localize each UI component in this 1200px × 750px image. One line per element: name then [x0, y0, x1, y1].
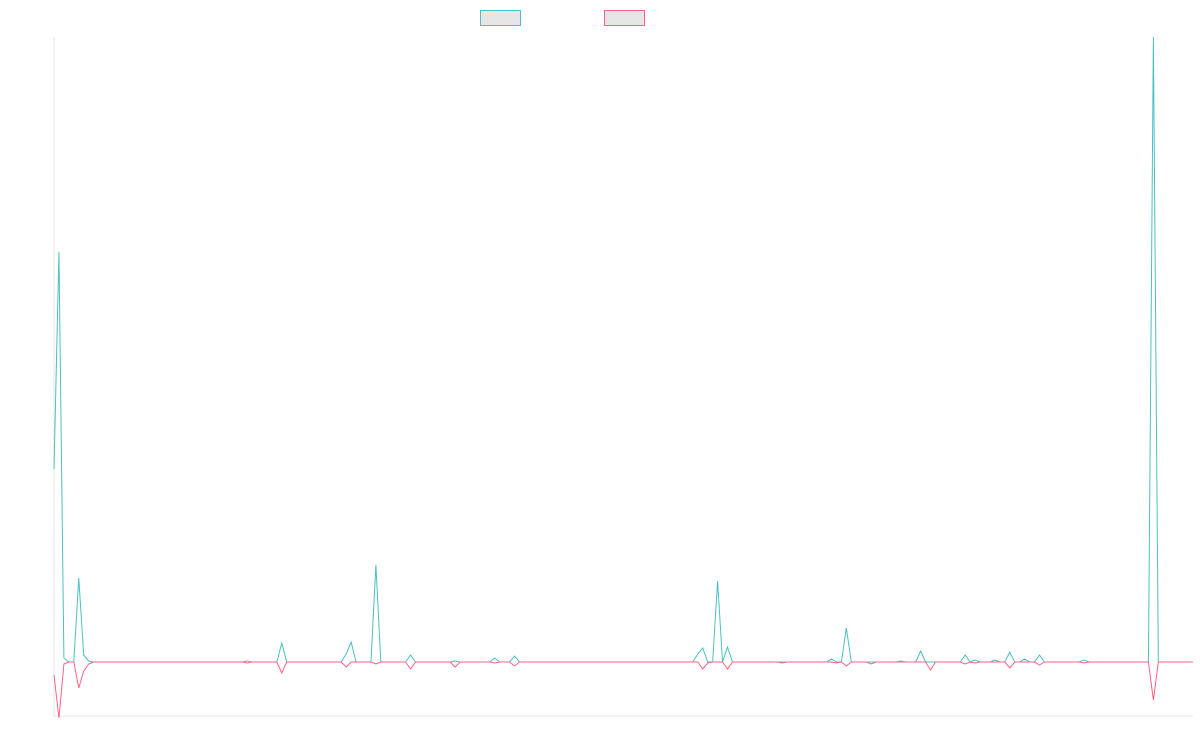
legend-swatch[interactable] — [604, 10, 645, 26]
line-series — [53, 661, 1193, 719]
legend-swatch[interactable] — [480, 10, 521, 26]
line-series — [53, 36, 1193, 663]
